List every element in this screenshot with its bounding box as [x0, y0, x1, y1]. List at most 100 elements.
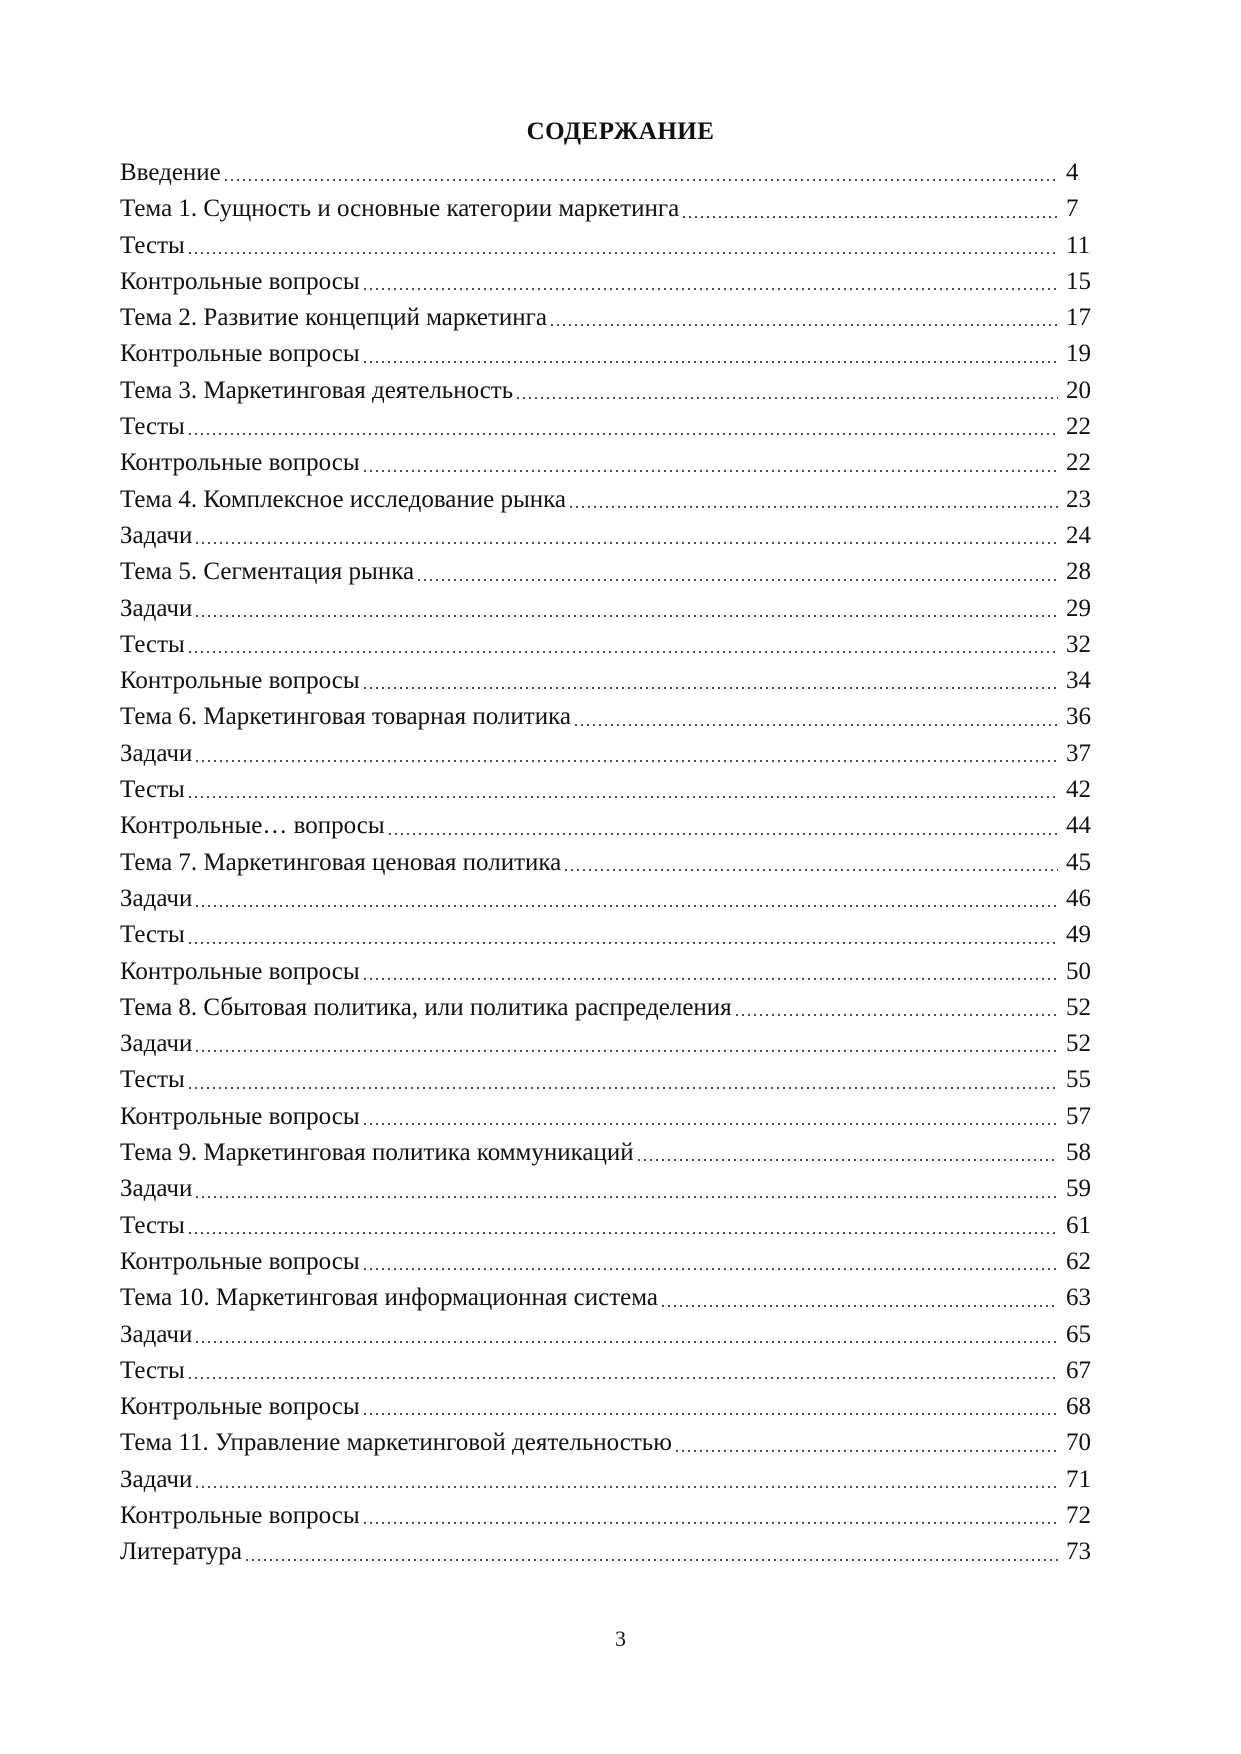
toc-entry-page: 11: [1066, 231, 1091, 259]
toc-entry[interactable]: Тема 3. Маркетинговая деятельность 20: [120, 373, 1100, 409]
toc-entry-page: 23: [1066, 485, 1091, 513]
toc-entry-page: 52: [1066, 1030, 1091, 1058]
toc-entry[interactable]: Тесты 32: [120, 627, 1100, 663]
toc-entry-page: 62: [1066, 1247, 1091, 1275]
toc-entry[interactable]: Тема 8. Сбытовая политика, или политика …: [120, 990, 1100, 1026]
toc-entry-page: 45: [1066, 848, 1091, 876]
toc-entry-page: 28: [1066, 558, 1091, 586]
dot-leader: [186, 796, 1058, 799]
toc-entry[interactable]: Тесты 55: [120, 1062, 1100, 1098]
toc-entry[interactable]: Введение 4: [120, 155, 1100, 191]
toc-entry[interactable]: Задачи 37: [120, 736, 1100, 772]
toc-entry-label: Тесты: [120, 1066, 185, 1094]
toc-entry-page: 71: [1066, 1465, 1091, 1493]
toc-entry[interactable]: Тесты 42: [120, 772, 1100, 808]
table-of-contents: Введение 4 Тема 1. Сущность и основные кат…: [120, 155, 1100, 1571]
toc-entry-label: Тема 6. Маркетинговая товарная политика: [120, 703, 571, 731]
toc-entry-page: 20: [1066, 376, 1091, 404]
toc-entry-page: 42: [1066, 776, 1091, 804]
toc-entry-label: Задачи: [120, 1320, 193, 1348]
toc-entry-page: 46: [1066, 884, 1091, 912]
toc-entry[interactable]: Тема 5. Сегментация рынка 28: [120, 554, 1100, 590]
dot-leader: [186, 651, 1058, 654]
toc-entry-label: Контрольные вопросы: [120, 957, 360, 985]
toc-entry-page: 34: [1066, 667, 1091, 695]
toc-entry-page: 24: [1066, 521, 1091, 549]
toc-entry[interactable]: Задачи 59: [120, 1171, 1100, 1207]
toc-entry-page: 52: [1066, 993, 1091, 1021]
dot-leader: [515, 397, 1058, 400]
toc-entry[interactable]: Тема 7. Маркетинговая ценовая политика 45: [120, 845, 1100, 881]
toc-entry-label: Литература: [120, 1538, 242, 1566]
dot-leader: [660, 1304, 1058, 1307]
toc-entry-page: 57: [1066, 1102, 1091, 1130]
toc-entry[interactable]: Тесты 49: [120, 917, 1100, 953]
toc-entry-page: 68: [1066, 1393, 1091, 1421]
toc-entry[interactable]: Задачи 52: [120, 1026, 1100, 1062]
toc-entry[interactable]: Тесты 22: [120, 409, 1100, 445]
toc-entry-label: Задачи: [120, 594, 193, 622]
toc-entry-label: Контрольные вопросы: [120, 1393, 360, 1421]
toc-entry[interactable]: Контрольные вопросы 15: [120, 264, 1100, 300]
dot-leader: [194, 542, 1058, 545]
toc-entry[interactable]: Контрольные вопросы 62: [120, 1244, 1100, 1280]
toc-entry-page: 7: [1066, 195, 1079, 223]
dot-leader: [361, 1413, 1058, 1416]
toc-entry[interactable]: Контрольные вопросы 72: [120, 1498, 1100, 1534]
toc-entry-label: Тема 3. Маркетинговая деятельность: [120, 376, 514, 404]
toc-entry-page: 63: [1066, 1284, 1091, 1312]
toc-entry[interactable]: Тесты 11: [120, 228, 1100, 264]
toc-entry[interactable]: Контрольные вопросы 68: [120, 1389, 1100, 1425]
toc-entry[interactable]: Контрольные вопросы 19: [120, 336, 1100, 372]
toc-entry-page: 65: [1066, 1320, 1091, 1348]
dot-leader: [568, 505, 1058, 508]
toc-entry-label: Задачи: [120, 1175, 193, 1203]
dot-leader: [361, 360, 1058, 363]
dot-leader: [386, 832, 1058, 835]
toc-entry[interactable]: Литература 73: [120, 1534, 1100, 1570]
toc-entry-page: 37: [1066, 739, 1091, 767]
dot-leader: [361, 1123, 1058, 1126]
toc-entry[interactable]: Тема 10. Маркетинговая информационная си…: [120, 1280, 1100, 1316]
toc-entry-label: Контрольные вопросы: [120, 1501, 360, 1529]
toc-entry[interactable]: Тема 9. Маркетинговая политика коммуника…: [120, 1135, 1100, 1171]
toc-entry[interactable]: Тема 2. Развитие концепций маркетинга 17: [120, 300, 1100, 336]
dot-leader: [194, 905, 1058, 908]
toc-entry[interactable]: Задачи 71: [120, 1462, 1100, 1498]
toc-entry[interactable]: Контрольные… вопросы 44: [120, 808, 1100, 844]
toc-entry-page: 29: [1066, 594, 1091, 622]
toc-entry-label: Контрольные вопросы: [120, 1247, 360, 1275]
toc-entry[interactable]: Тема 6. Маркетинговая товарная политика 3…: [120, 699, 1100, 735]
toc-entry-label: Тема 8. Сбытовая политика, или политика …: [120, 993, 732, 1021]
toc-entry[interactable]: Контрольные вопросы 57: [120, 1099, 1100, 1135]
toc-entry-label: Тесты: [120, 776, 185, 804]
dot-leader: [361, 1522, 1058, 1525]
toc-entry-page: 36: [1066, 703, 1091, 731]
dot-leader: [563, 868, 1058, 871]
toc-entry-label: Задачи: [120, 1465, 193, 1493]
toc-entry[interactable]: Задачи 65: [120, 1317, 1100, 1353]
toc-entry[interactable]: Тема 11. Управление маркетинговой деятел…: [120, 1425, 1100, 1461]
toc-entry-label: Тема 11. Управление маркетинговой деятел…: [120, 1429, 672, 1457]
toc-entry[interactable]: Задачи 46: [120, 881, 1100, 917]
dot-leader: [194, 1340, 1058, 1343]
toc-entry[interactable]: Контрольные вопросы 22: [120, 445, 1100, 481]
dot-leader: [673, 1449, 1058, 1452]
toc-entry-page: 58: [1066, 1139, 1091, 1167]
toc-entry[interactable]: Контрольные вопросы 34: [120, 663, 1100, 699]
dot-leader: [572, 723, 1058, 726]
page-number: 3: [615, 1626, 626, 1651]
toc-entry-label: Тесты: [120, 630, 185, 658]
toc-entry[interactable]: Тесты 61: [120, 1208, 1100, 1244]
toc-entry[interactable]: Тесты 67: [120, 1353, 1100, 1389]
toc-entry[interactable]: Тема 4. Комплексное исследование рынка 23: [120, 482, 1100, 518]
toc-entry[interactable]: Контрольные вопросы 50: [120, 954, 1100, 990]
toc-entry[interactable]: Задачи 29: [120, 591, 1100, 627]
toc-entry-label: Задачи: [120, 739, 193, 767]
toc-entry[interactable]: Задачи 24: [120, 518, 1100, 554]
toc-entry-label: Тема 4. Комплексное исследование рынка: [120, 485, 567, 513]
toc-entry-label: Тесты: [120, 231, 185, 259]
dot-leader: [416, 578, 1058, 581]
toc-entry-label: Задачи: [120, 1030, 193, 1058]
toc-entry[interactable]: Тема 1. Сущность и основные категории ма…: [120, 191, 1100, 227]
